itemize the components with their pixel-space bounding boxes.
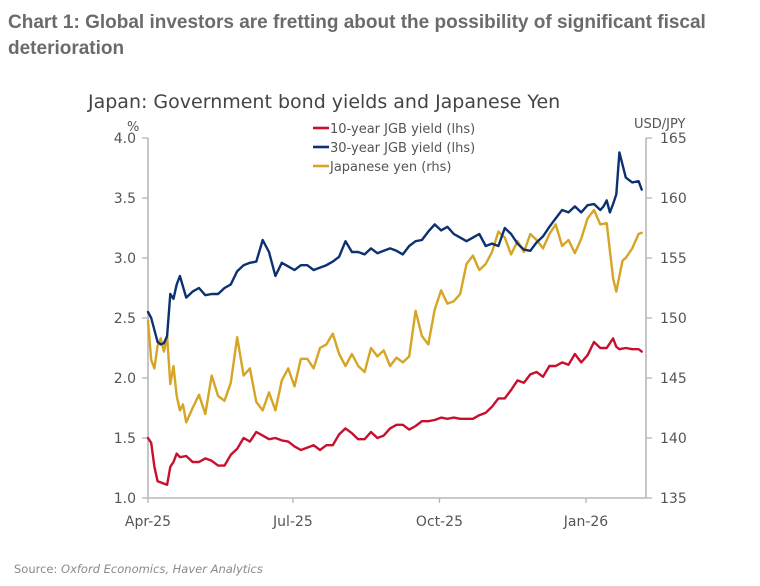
x-tick-label: Oct-25 (416, 514, 463, 530)
series-10y-jgb-line (146, 337, 643, 486)
x-axis-ticks: Apr-25 Jul-25 Oct-25 Jan-26 (125, 498, 608, 530)
right-tick-label: 140 (660, 431, 687, 447)
x-tick-label: Jan-26 (563, 514, 609, 530)
headline: Chart 1: Global investors are fretting a… (8, 12, 706, 59)
source-text: Oxford Economics, Haver Analytics (61, 562, 263, 576)
left-tick-label: 4.0 (114, 131, 136, 147)
left-tick-label: 3.5 (114, 191, 136, 207)
legend: 10-year JGB yield (lhs) 30-year JGB yiel… (313, 122, 475, 175)
left-axis-ticks: 1.0 1.5 2.0 2.5 3.0 3.5 4.0 (114, 131, 148, 507)
x-tick-label: Jul-25 (272, 514, 313, 530)
legend-label-10y: 10-year JGB yield (lhs) (330, 122, 475, 137)
source-prefix: Source: (14, 562, 62, 576)
right-tick-label: 150 (660, 311, 687, 327)
right-axis-ticks: 135 140 145 150 155 160 165 (646, 131, 687, 507)
left-tick-label: 1.5 (114, 431, 136, 447)
legend-label-30y: 30-year JGB yield (lhs) (330, 141, 475, 156)
right-axis-unit: USD/JPY (634, 117, 686, 132)
chart-title: Japan: Government bond yields and Japane… (87, 91, 560, 113)
source-note: Source: Oxford Economics, Haver Analytic… (14, 562, 263, 576)
right-tick-label: 165 (660, 131, 687, 147)
right-tick-label: 155 (660, 251, 687, 267)
left-tick-label: 2.5 (114, 311, 136, 327)
x-tick-label: Apr-25 (125, 514, 171, 530)
right-tick-label: 145 (660, 371, 687, 387)
right-tick-label: 135 (660, 491, 687, 507)
left-tick-label: 1.0 (114, 491, 136, 507)
right-tick-label: 160 (660, 191, 687, 207)
series-group (146, 151, 643, 486)
series-30y-jgb-line (146, 151, 643, 346)
series-yen-line (146, 208, 643, 424)
left-tick-label: 2.0 (114, 371, 136, 387)
left-axis-unit: % (127, 120, 139, 135)
legend-label-yen: Japanese yen (rhs) (329, 160, 452, 175)
left-tick-label: 3.0 (114, 251, 136, 267)
